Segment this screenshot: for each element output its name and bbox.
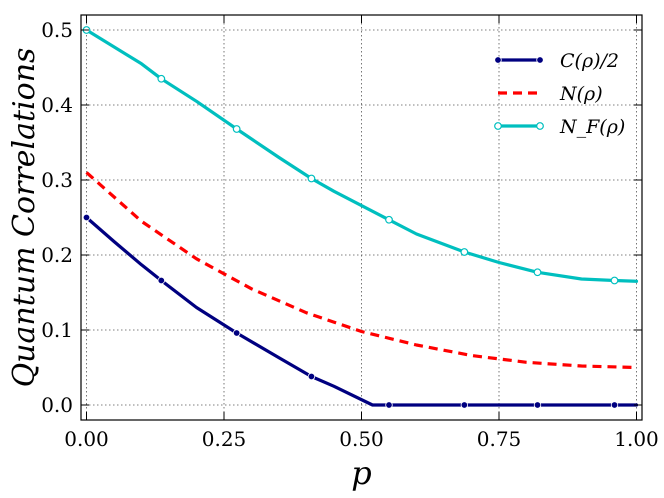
ticks: [81, 15, 642, 420]
series-marker-0: [232, 329, 241, 337]
y-tick-label: 0.4: [41, 93, 73, 117]
series-marker-0: [157, 276, 165, 285]
legend-label-0: C(ρ)/2: [560, 50, 619, 72]
series-marker-2: [385, 215, 393, 224]
series-marker-0: [533, 401, 542, 409]
tick-labels: 0.00 0.25 0.50 0.75 1.00 0.0 0.1 0.2 0.3 0.4 0.5: [41, 18, 659, 451]
legend-marker-2: [494, 122, 502, 130]
y-tick-label: 0.3: [41, 168, 73, 192]
legend-marker-0: [536, 56, 544, 64]
x-tick-label: 0.00: [64, 427, 109, 451]
series-marker-0: [385, 401, 393, 409]
y-tick-label: 0.0: [41, 393, 73, 417]
y-tick-label: 0.1: [41, 318, 73, 342]
series-marker-2: [157, 74, 166, 83]
series-marker-0: [82, 213, 91, 222]
grid-lines: [81, 15, 642, 420]
legend-marker-2: [536, 122, 544, 130]
y-tick-label: 0.5: [41, 18, 73, 42]
series-marker-0: [307, 372, 316, 381]
series-marker-2: [610, 276, 619, 285]
legend-marker-0: [494, 56, 502, 64]
series-marker-2: [533, 268, 542, 277]
series-marker-2: [232, 125, 241, 133]
series-marker-0: [610, 401, 619, 409]
x-tick-label: 0.25: [202, 427, 247, 451]
series-marker-2: [307, 174, 316, 183]
series-marker-2: [460, 248, 469, 256]
y-axis-label: Quantum Correlations: [7, 48, 42, 388]
x-tick-label: 0.50: [339, 427, 384, 451]
legend: C(ρ)/2 N(ρ) N_F(ρ): [494, 50, 625, 138]
x-tick-label: 1.00: [614, 427, 659, 451]
x-tick-label: 0.75: [477, 427, 522, 451]
series-layer: [82, 26, 639, 409]
y-tick-label: 0.2: [41, 243, 73, 267]
x-axis-label: p: [351, 454, 371, 492]
legend-label-2: N_F(ρ): [559, 116, 625, 138]
series-line-1: [85, 171, 637, 370]
legend-label-1: N(ρ): [559, 83, 603, 105]
series-line-2: [84, 28, 639, 283]
series-marker-0: [460, 401, 469, 409]
